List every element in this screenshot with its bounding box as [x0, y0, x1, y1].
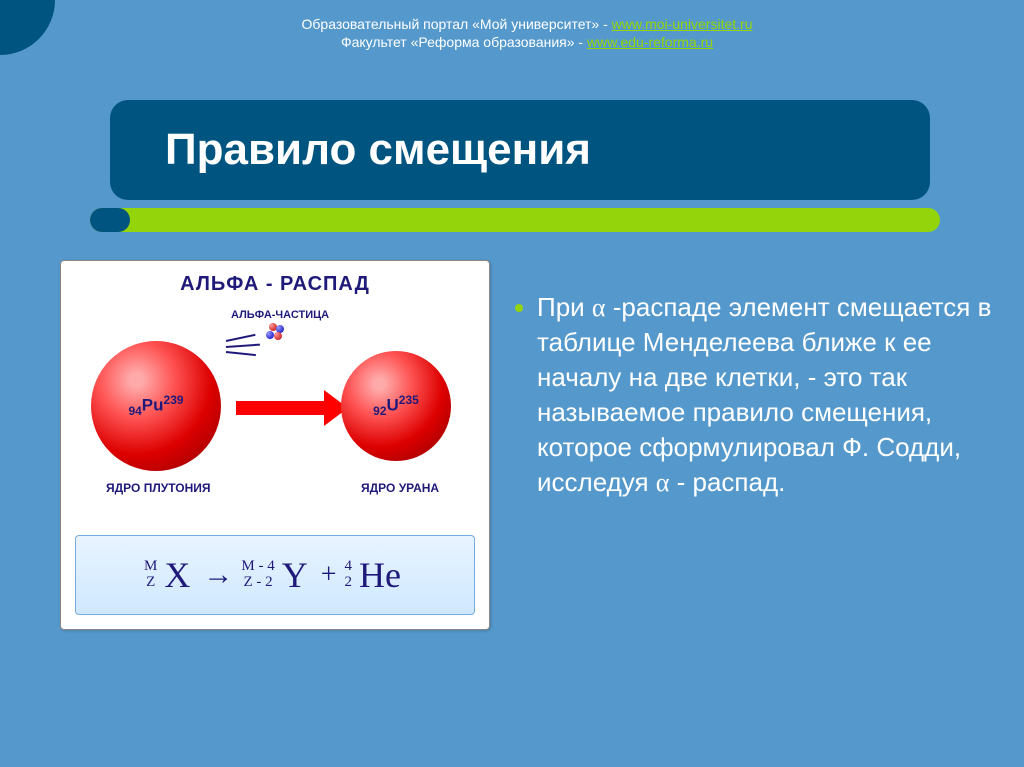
f-y: Y: [282, 554, 308, 596]
alpha-particle-label: АЛЬФА-ЧАСТИЦА: [231, 309, 329, 321]
slide: Образовательный портал «Мой университет»…: [0, 0, 1024, 767]
title-box: Правило смещения: [110, 100, 930, 200]
slide-title: Правило смещения: [165, 125, 591, 175]
f-4: 4: [345, 559, 353, 575]
label-uranium: ЯДРО УРАНА: [361, 481, 439, 495]
bullet-text-block: При α -распаде элемент смещается в табли…: [515, 260, 994, 737]
pu-z: 94: [128, 405, 141, 419]
header: Образовательный портал «Мой университет»…: [60, 15, 994, 51]
decay-formula: MZ X → M - 4Z - 2 Y + 42 He: [75, 535, 475, 615]
content-area: АЛЬФА - РАСПАД АЛЬФА-ЧАСТИЦА 94Pu239: [60, 260, 994, 737]
diagram-title: АЛЬФА - РАСПАД: [61, 273, 489, 296]
label-plutonium: ЯДРО ПЛУТОНИЯ: [106, 481, 210, 495]
corner-decoration: [0, 0, 55, 55]
header-link-2[interactable]: www.edu-reforma.ru: [587, 34, 713, 50]
f-x: X: [164, 554, 190, 596]
f-arrow: →: [203, 558, 233, 592]
alpha-trail: [226, 336, 266, 356]
decay-arrow-icon: [236, 401, 326, 415]
f-z2: Z - 2: [241, 575, 274, 591]
bullet-text: При α -распаде элемент смещается в табли…: [537, 290, 994, 501]
f-2: 2: [345, 575, 353, 591]
nucleus-uranium: 92U235: [341, 351, 451, 461]
bt-alpha1: α: [592, 293, 606, 322]
decay-diagram: АЛЬФА - РАСПАД АЛЬФА-ЧАСТИЦА 94Pu239: [60, 260, 490, 630]
f-m4: M - 4: [241, 559, 274, 575]
bullet-icon: [515, 304, 523, 312]
bt-alpha2: α: [656, 468, 670, 497]
f-m: M: [144, 559, 157, 575]
header-link-1[interactable]: www.moi-universitet.ru: [612, 16, 753, 32]
u-a: 235: [399, 393, 419, 407]
pu-a: 239: [164, 393, 184, 407]
alpha-particle-icon: [261, 321, 289, 349]
accent-bar: [90, 208, 940, 232]
bt-1: При: [537, 292, 592, 322]
pu-symbol: Pu: [142, 396, 164, 415]
nucleus-plutonium: 94Pu239: [91, 341, 221, 471]
accent-bar-cap: [90, 208, 130, 232]
f-plus: +: [321, 559, 337, 591]
u-z: 92: [373, 405, 386, 419]
f-he: He: [359, 554, 401, 596]
bt-3: - распад.: [669, 467, 785, 497]
u-symbol: U: [387, 396, 399, 415]
header-text-2: Факультет «Реформа образования» -: [341, 34, 587, 50]
header-text-1: Образовательный портал «Мой университет»…: [302, 16, 612, 32]
f-z: Z: [144, 575, 157, 591]
